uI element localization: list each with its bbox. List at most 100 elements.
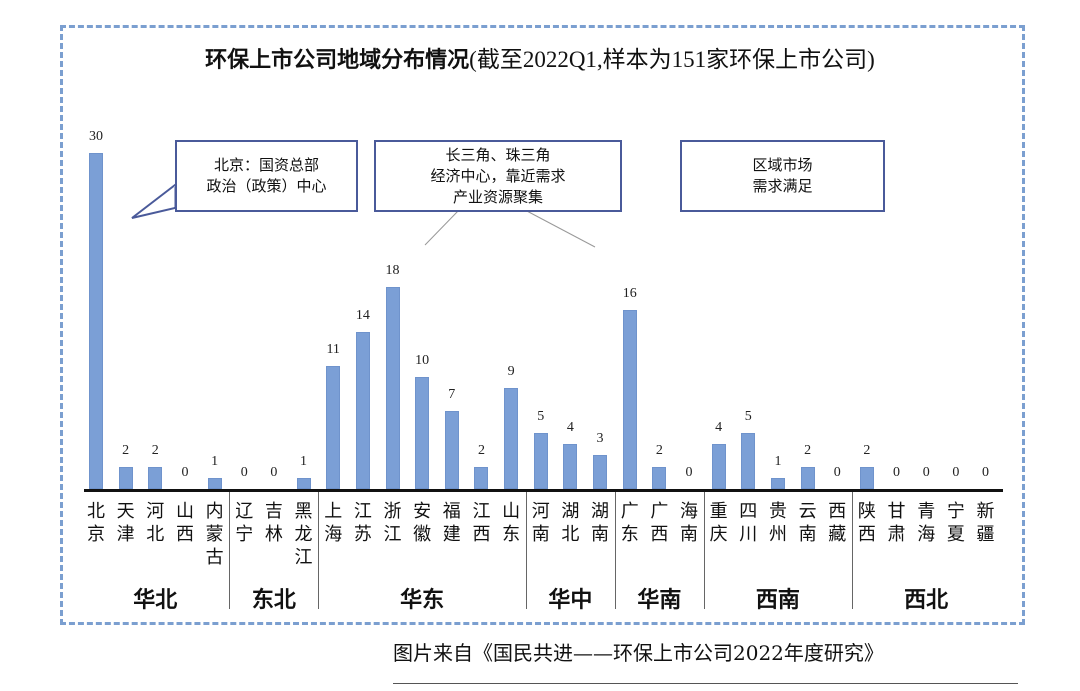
bar-value-label: 0	[982, 465, 989, 480]
category-label: 内蒙古	[205, 501, 224, 568]
bar-value-label: 0	[181, 465, 189, 480]
category-label: 湖北	[561, 501, 580, 545]
category-label: 甘肃	[887, 501, 906, 545]
bar	[622, 309, 637, 489]
bar-value-label: 0	[685, 465, 693, 480]
category-label: 福建	[442, 501, 461, 545]
bar-value-label: 14	[355, 308, 370, 324]
category-label: 吉林	[264, 501, 283, 545]
bar	[355, 332, 370, 489]
region-separator	[703, 492, 705, 609]
callout-beijing: 北京：国资总部 政治（政策）中心	[175, 140, 358, 212]
bar	[800, 466, 815, 489]
callout-line: 经济中心，靠近需求	[430, 166, 566, 185]
region-label: 西北	[904, 588, 949, 613]
bar-value-label: 2	[655, 442, 663, 458]
callout-line: 长三角、珠三角	[445, 145, 551, 164]
bar-value-label: 0	[240, 465, 248, 480]
chart-title-main: 环保上市公司地域分布情况	[205, 47, 470, 73]
bar-value-label: 2	[151, 442, 159, 458]
bar-value-label: 4	[715, 420, 723, 436]
bar	[770, 477, 785, 489]
bar-value-label: 0	[952, 465, 960, 480]
bar-value-label: 2	[804, 442, 812, 458]
region-separator	[525, 492, 527, 609]
category-label: 新疆	[976, 501, 995, 545]
bar	[89, 153, 103, 489]
bar-value-label: 1	[774, 453, 782, 469]
bar	[859, 466, 874, 489]
category-label: 黑龙江	[294, 501, 313, 568]
region-label: 华中	[548, 588, 593, 613]
bar	[296, 477, 311, 489]
category-label: 广西	[650, 501, 669, 545]
region-label: 华东	[400, 588, 445, 613]
bar-value-label: 5	[744, 409, 752, 424]
category-label: 重庆	[709, 501, 728, 545]
bar-value-label: 2	[477, 442, 485, 458]
bar	[593, 455, 608, 489]
bar	[207, 477, 222, 489]
bar	[563, 444, 578, 489]
region-label: 华南	[637, 588, 682, 613]
bar	[741, 433, 756, 489]
bar	[118, 466, 133, 489]
category-label: 北京	[87, 501, 105, 545]
region-label: 东北	[251, 588, 296, 613]
bar-value-label: 0	[833, 465, 841, 480]
bar	[385, 287, 400, 489]
category-label: 山西	[175, 501, 194, 545]
chart-title-sub: (截至2022Q1,样本为151家环保上市公司)	[469, 47, 875, 72]
category-label: 浙江	[383, 501, 402, 545]
bar	[504, 388, 519, 489]
category-label: 上海	[324, 501, 343, 545]
category-label: 河南	[531, 501, 550, 545]
bar-value-label: 9	[507, 364, 515, 380]
region-separator	[852, 492, 854, 609]
category-label: 宁夏	[946, 501, 965, 545]
region-label: 华北	[133, 588, 178, 613]
bar-value-label: 11	[326, 341, 340, 357]
region-separator	[318, 492, 320, 609]
bar-value-label: 2	[863, 442, 871, 458]
bar-value-label: 0	[922, 465, 930, 480]
callout-line: 政治（政策）中心	[206, 177, 327, 195]
callout-regional: 区域市场 需求满足	[680, 140, 885, 212]
bar	[711, 444, 726, 489]
callout-line: 区域市场	[752, 156, 813, 174]
bar	[533, 433, 548, 489]
region-label: 西南	[755, 588, 800, 613]
bar	[474, 466, 489, 489]
caption-rule	[393, 683, 1018, 684]
category-label: 西藏	[828, 501, 847, 545]
bar	[652, 466, 667, 489]
bar-value-label: 5	[537, 409, 545, 424]
bar-value-label: 16	[622, 285, 637, 301]
category-label: 江苏	[353, 501, 372, 545]
category-label: 安徽	[413, 501, 432, 545]
region-separator	[229, 492, 231, 609]
callout-line: 北京：国资总部	[213, 156, 319, 174]
bar-value-label: 18	[385, 263, 400, 279]
callout-line: 产业资源聚集	[452, 187, 543, 206]
category-label: 湖南	[591, 501, 610, 545]
category-label: 天津	[116, 501, 135, 545]
callout-line: 需求满足	[752, 177, 813, 195]
category-label: 河北	[146, 501, 165, 545]
region-separator	[614, 492, 616, 609]
pointer-line-east	[424, 209, 460, 246]
pointer-line-south	[524, 209, 596, 248]
bar-value-label: 7	[448, 386, 456, 402]
bar-value-label: 1	[300, 453, 308, 469]
category-label: 广东	[620, 501, 639, 545]
category-label: 辽宁	[235, 501, 254, 545]
bar-value-label: 4	[566, 420, 574, 436]
bar-value-label: 3	[596, 431, 604, 447]
chart-frame	[60, 25, 1025, 625]
x-axis-line	[84, 489, 1003, 492]
chart-title: 环保上市公司地域分布情况(截至2022Q1,样本为151家环保上市公司)	[0, 40, 1080, 74]
category-label: 江西	[472, 501, 491, 545]
callout-tail-beijing	[131, 182, 176, 219]
bar-value-label: 1	[211, 453, 219, 469]
bar	[444, 410, 459, 489]
